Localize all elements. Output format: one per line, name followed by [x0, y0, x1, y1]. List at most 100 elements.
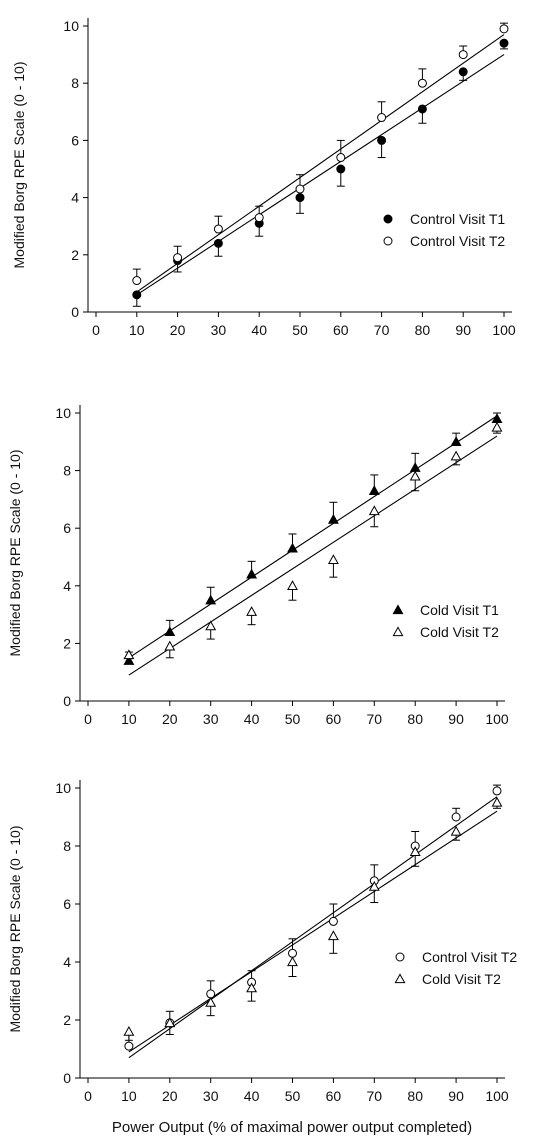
- x-tick-label: 10: [121, 1088, 137, 1104]
- x-tick-label: 20: [162, 1088, 178, 1104]
- data-point: [458, 67, 468, 77]
- data-point: [287, 580, 298, 590]
- x-tick-label: 60: [326, 1088, 342, 1104]
- x-tick-label: 100: [492, 322, 516, 338]
- data-point: [409, 470, 421, 481]
- x-tick-label: 10: [129, 322, 145, 338]
- y-tick-label: 6: [63, 896, 71, 912]
- data-point: [132, 276, 142, 286]
- data-point: [287, 542, 298, 553]
- x-tick-label: 70: [374, 322, 390, 338]
- x-tick-label: 80: [415, 322, 431, 338]
- x-tick-label: 20: [170, 322, 186, 338]
- data-point: [205, 594, 217, 605]
- data-point: [254, 213, 264, 223]
- data-point: [450, 825, 462, 836]
- x-tick-label: 0: [84, 1088, 92, 1104]
- x-tick-label: 40: [251, 322, 267, 338]
- data-point: [295, 193, 305, 203]
- data-point: [327, 513, 339, 524]
- legend-marker: [383, 236, 393, 246]
- y-tick-label: 8: [63, 463, 71, 479]
- y-tick-label: 10: [63, 18, 79, 34]
- data-point: [377, 135, 387, 145]
- data-point: [213, 224, 223, 234]
- regression-line: [136, 54, 505, 296]
- y-tick-label: 4: [63, 578, 71, 594]
- y-tick-label: 0: [71, 304, 79, 320]
- data-point: [246, 982, 258, 993]
- data-point: [213, 238, 223, 248]
- figure-x-axis-label: Power Output (% of maximal power output …: [112, 1119, 472, 1136]
- x-tick-label: 0: [92, 322, 100, 338]
- x-tick-label: 90: [455, 322, 471, 338]
- data-point: [164, 626, 176, 637]
- y-tick-label: 2: [71, 247, 79, 263]
- regression-line: [128, 810, 498, 1053]
- y-tick-label: 0: [63, 1070, 71, 1086]
- legend-label: Control Visit T1: [410, 211, 505, 227]
- data-point: [368, 505, 380, 516]
- data-point: [246, 606, 258, 616]
- data-point: [451, 812, 461, 822]
- x-tick-label: 100: [485, 711, 509, 727]
- data-point: [499, 24, 509, 34]
- data-point: [417, 104, 427, 114]
- x-tick-label: 30: [203, 711, 219, 727]
- regression-line: [128, 435, 498, 676]
- data-point: [336, 164, 346, 174]
- data-point: [124, 1041, 134, 1051]
- data-point: [288, 948, 297, 958]
- data-point: [491, 421, 503, 432]
- y-tick-label: 8: [63, 838, 71, 854]
- y-axis-label: Modified Borg RPE Scale (0 - 10): [11, 62, 27, 269]
- y-tick-label: 4: [63, 954, 71, 970]
- x-tick-label: 30: [211, 322, 227, 338]
- x-tick-label: 60: [333, 322, 349, 338]
- x-tick-label: 50: [292, 322, 308, 338]
- data-point: [336, 153, 346, 163]
- data-point: [368, 880, 380, 891]
- x-tick-label: 80: [407, 711, 423, 727]
- data-point: [295, 184, 305, 194]
- y-axis-label: Modified Borg RPE Scale (0 - 10): [7, 826, 23, 1033]
- y-tick-label: 4: [71, 190, 79, 206]
- data-point: [123, 649, 135, 660]
- y-tick-label: 6: [71, 132, 79, 148]
- y-tick-label: 2: [63, 1012, 71, 1028]
- data-point: [458, 50, 468, 60]
- x-tick-label: 100: [485, 1088, 509, 1104]
- x-tick-label: 60: [326, 711, 342, 727]
- data-point: [205, 996, 217, 1007]
- regression-line: [136, 34, 505, 293]
- data-point: [491, 796, 503, 807]
- legend-label: Control Visit T2: [410, 233, 505, 249]
- legend-label: Control Visit T2: [422, 949, 517, 965]
- data-point: [417, 78, 427, 88]
- regression-line: [128, 415, 498, 659]
- y-tick-label: 0: [63, 693, 71, 709]
- data-point: [377, 113, 387, 123]
- data-point: [205, 620, 217, 631]
- x-tick-label: 70: [367, 1088, 383, 1104]
- legend-label: Cold Visit T2: [420, 624, 499, 640]
- x-tick-label: 30: [203, 1088, 219, 1104]
- legend-marker: [383, 214, 393, 224]
- data-point: [164, 640, 176, 651]
- regression-line: [128, 796, 498, 1059]
- data-point: [123, 655, 135, 665]
- data-point: [173, 253, 183, 263]
- x-tick-label: 10: [121, 711, 137, 727]
- data-point: [492, 786, 502, 796]
- data-point: [132, 290, 142, 300]
- x-tick-label: 20: [162, 711, 178, 727]
- legend-marker: [392, 626, 404, 637]
- legend-marker: [394, 973, 406, 984]
- legend-marker: [395, 952, 405, 962]
- x-tick-label: 90: [448, 711, 464, 727]
- x-tick-label: 50: [285, 1088, 301, 1104]
- y-tick-label: 10: [55, 780, 71, 796]
